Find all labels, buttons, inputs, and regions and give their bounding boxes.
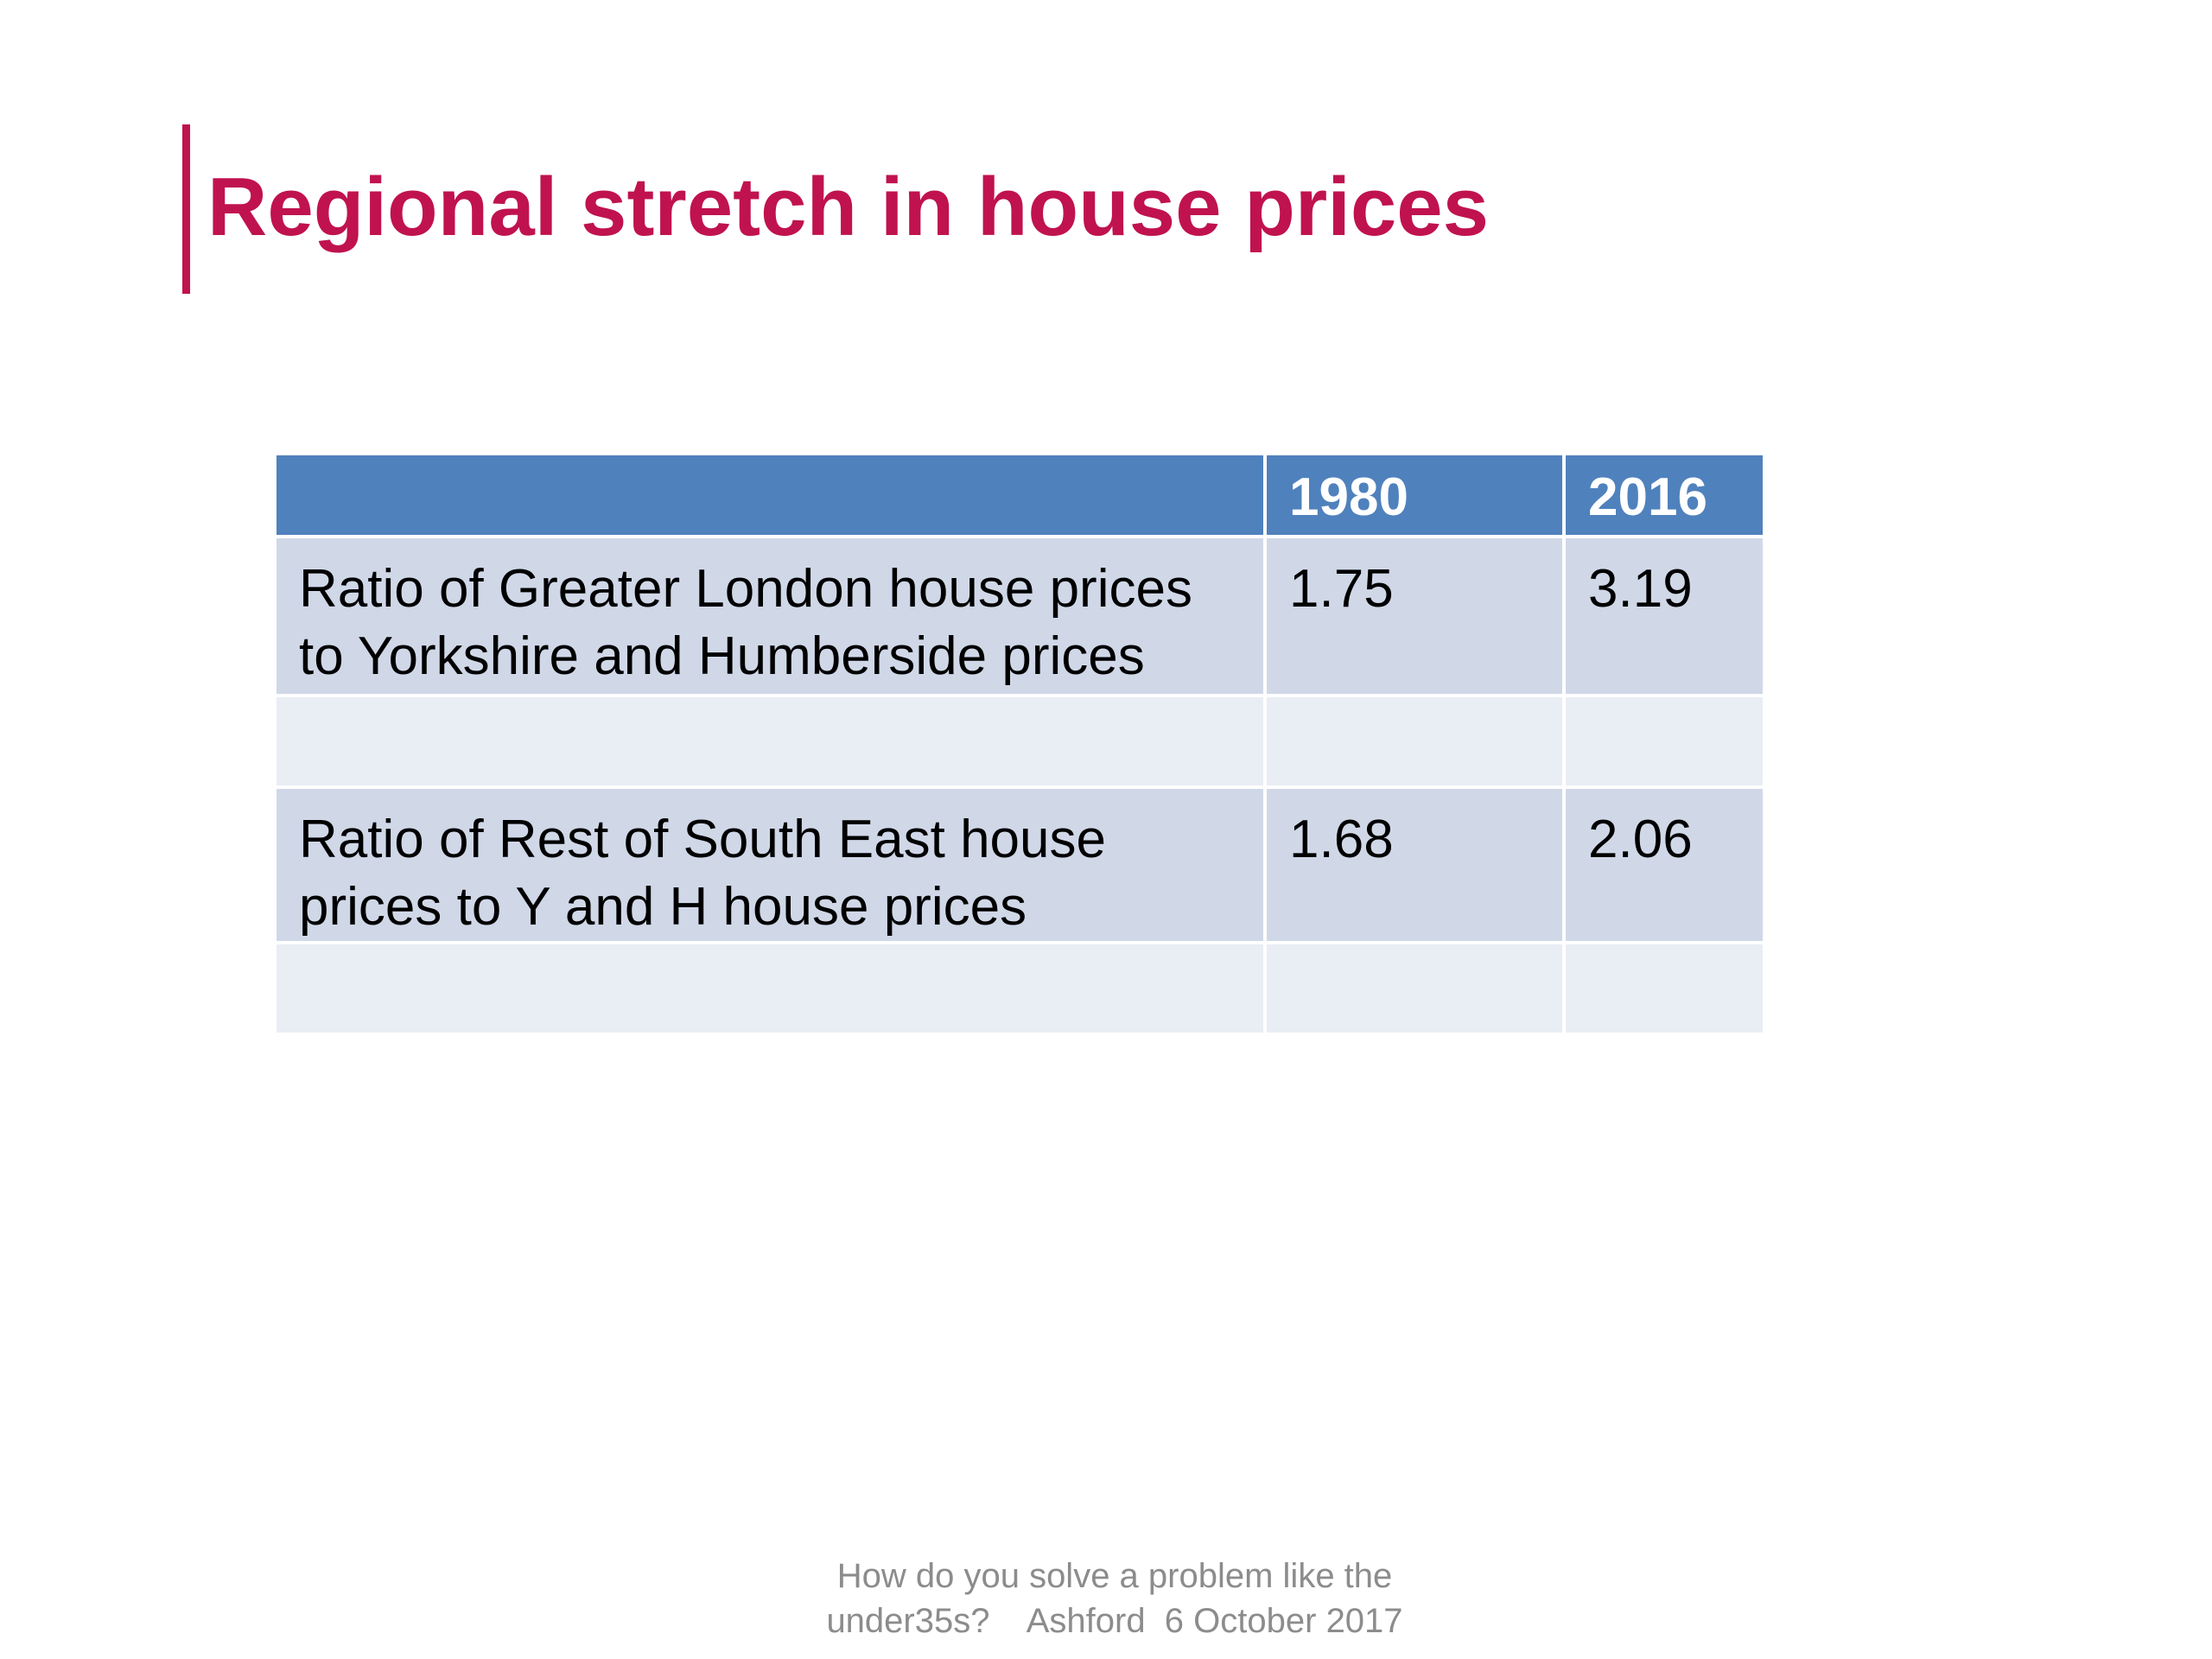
header-1980: 1980 bbox=[1263, 452, 1566, 538]
row-label bbox=[273, 941, 1267, 1036]
row-label: Ratio of Greater London house prices to … bbox=[273, 535, 1267, 697]
row-label bbox=[273, 694, 1267, 789]
value-2016 bbox=[1562, 941, 1766, 1036]
header-empty-cell bbox=[273, 452, 1267, 538]
table-row: Ratio of Rest of South East house prices… bbox=[273, 785, 1766, 944]
value-1980: 1.75 bbox=[1263, 535, 1566, 697]
value-1980: 1.68 bbox=[1263, 785, 1566, 944]
house-price-ratio-table: 1980 2016 Ratio of Greater London house … bbox=[273, 452, 1766, 1036]
value-2016: 3.19 bbox=[1562, 535, 1766, 697]
table-row: Ratio of Greater London house prices to … bbox=[273, 535, 1766, 697]
value-1980 bbox=[1263, 694, 1566, 789]
title-accent-bar bbox=[182, 124, 190, 294]
value-2016: 2.06 bbox=[1562, 785, 1766, 944]
value-2016 bbox=[1562, 694, 1766, 789]
header-2016: 2016 bbox=[1562, 452, 1766, 538]
footer-line-1: How do you solve a problem like the bbox=[836, 1557, 1393, 1595]
slide-title: Regional stretch in house prices bbox=[207, 161, 1490, 253]
footer-line-2: under35s? Ashford 6 October 2017 bbox=[826, 1602, 1403, 1640]
table-row bbox=[273, 941, 1766, 1036]
value-1980 bbox=[1263, 941, 1566, 1036]
table-row bbox=[273, 694, 1766, 789]
slide-footer: How do you solve a problem like the unde… bbox=[726, 1554, 1503, 1643]
row-label: Ratio of Rest of South East house prices… bbox=[273, 785, 1267, 944]
table-header-row: 1980 2016 bbox=[273, 452, 1766, 538]
